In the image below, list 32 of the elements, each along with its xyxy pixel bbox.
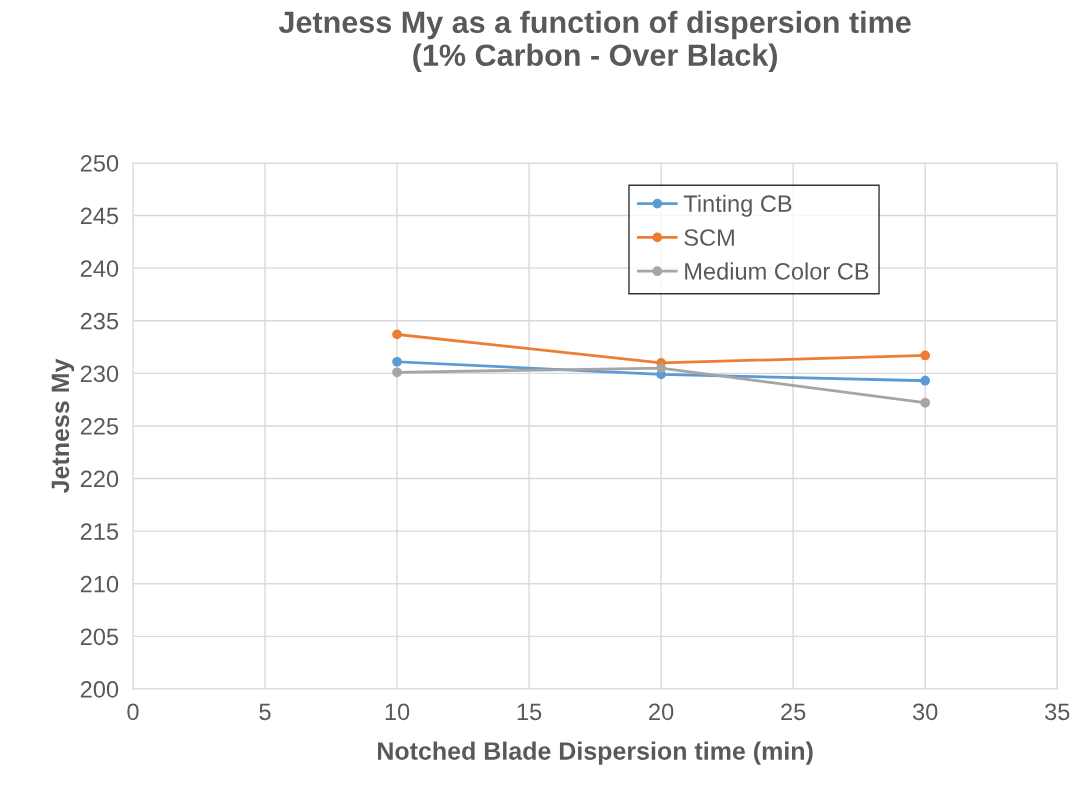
y-tick-label: 210: [80, 575, 119, 593]
x-tick-label: 25: [781, 703, 806, 721]
y-tick-label: 245: [80, 207, 119, 225]
point: [392, 367, 402, 378]
point: [920, 350, 931, 361]
x-tick-label: 10: [385, 703, 410, 721]
x-axis-title: Notched Blade Dispersion time (min): [377, 741, 813, 765]
y-tick-label: 250: [80, 155, 119, 172]
x-tick-label: 35: [1044, 703, 1070, 721]
y-axis-title: Jetness My: [51, 358, 75, 493]
y-tick-label: 215: [80, 523, 119, 540]
x-tick-label: 5: [259, 703, 271, 721]
legend-label: Tinting CB: [683, 194, 792, 217]
chart-title: Jetness My as a function of dispersion time (1% Carbon - Over Black): [278, 10, 911, 73]
x-tick-label: 0: [127, 703, 139, 721]
x-tick-label: 30: [912, 703, 938, 721]
y-tick-label: 225: [80, 418, 119, 435]
x-tick-label: 15: [517, 703, 542, 721]
legend-label: SCM: [684, 229, 734, 246]
point: [920, 375, 931, 386]
y-tick-label: 220: [80, 470, 119, 488]
y-tick-label: 230: [80, 365, 119, 383]
y-tick-label: 240: [80, 260, 119, 277]
y-tick-label: 235: [80, 312, 119, 330]
point: [920, 397, 931, 408]
point: [392, 356, 402, 367]
y-tick-label: 200: [80, 681, 119, 698]
legend-label: Medium Color CB: [685, 262, 869, 280]
point: [392, 329, 402, 340]
x-tick-label: 20: [649, 703, 674, 721]
y-tick-label: 205: [80, 628, 119, 646]
point: [656, 363, 666, 373]
